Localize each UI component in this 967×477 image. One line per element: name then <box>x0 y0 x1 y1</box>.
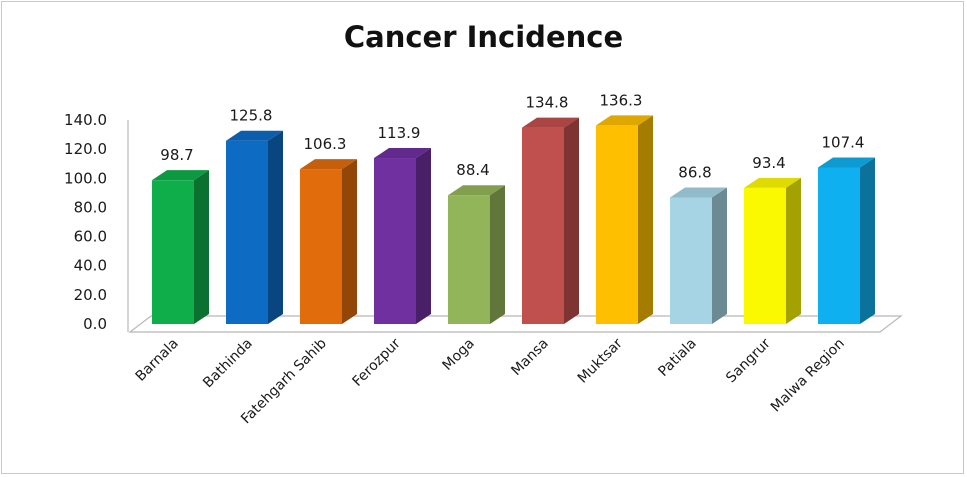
x-tick-label: Malwa Region <box>768 336 848 416</box>
x-tick-label: Ferozpur <box>350 335 404 389</box>
y-tick-label: 80.0 <box>74 198 107 216</box>
chart-title: Cancer Incidence <box>343 20 624 54</box>
bar-side <box>342 159 357 324</box>
bar-side <box>638 115 653 325</box>
bar <box>670 197 712 324</box>
bar <box>300 169 342 324</box>
y-tick-label: 60.0 <box>74 228 107 246</box>
x-tick-label: Sangrur <box>723 335 774 386</box>
bar-top <box>818 157 875 168</box>
y-tick-label: 40.0 <box>74 257 107 275</box>
bar-side <box>416 148 431 324</box>
y-tick-label: 120.0 <box>64 140 107 158</box>
x-tick-label: Barnala <box>133 336 182 385</box>
data-label: 107.4 <box>822 134 865 152</box>
data-label: 125.8 <box>230 107 273 125</box>
bar <box>596 125 638 325</box>
data-label: 134.8 <box>526 94 569 112</box>
y-tick-label: 100.0 <box>64 169 107 187</box>
bar-top <box>226 130 283 141</box>
bar-side <box>268 130 283 324</box>
bar <box>522 127 564 324</box>
data-label: 106.3 <box>304 135 347 153</box>
bar-top <box>374 148 431 159</box>
x-tick-label: Mansa <box>508 336 551 379</box>
x-tick-label: Patiala <box>655 336 699 380</box>
bar-side <box>490 185 505 324</box>
bar <box>818 167 860 324</box>
data-label: 88.4 <box>456 161 489 179</box>
x-tick-label: Moga <box>440 336 478 374</box>
bar-side <box>712 187 727 324</box>
y-tick-label: 20.0 <box>74 286 107 304</box>
data-label: 86.8 <box>678 164 711 182</box>
x-tick-label: Bathinda <box>200 336 256 392</box>
bar-top <box>448 185 505 196</box>
bar <box>374 158 416 324</box>
bar-side <box>194 170 209 324</box>
data-label: 113.9 <box>378 124 421 142</box>
bar <box>152 180 194 324</box>
bar <box>744 187 786 324</box>
bar-top <box>744 177 801 188</box>
bar-side <box>786 177 801 324</box>
y-tick-label: 0.0 <box>83 315 107 333</box>
bar-top <box>596 115 653 126</box>
bar-top <box>670 187 727 198</box>
bar <box>226 140 268 324</box>
bar-top <box>300 159 357 170</box>
bar-side <box>860 157 875 324</box>
bar-top <box>152 170 209 181</box>
data-label: 136.3 <box>600 91 643 109</box>
x-tick-label: Muktsar <box>575 335 626 386</box>
y-tick-label: 140.0 <box>64 111 107 129</box>
bar <box>448 195 490 324</box>
data-label: 98.7 <box>160 146 193 164</box>
bar-side <box>564 117 579 324</box>
data-label: 93.4 <box>752 154 785 172</box>
bar-top <box>522 117 579 128</box>
